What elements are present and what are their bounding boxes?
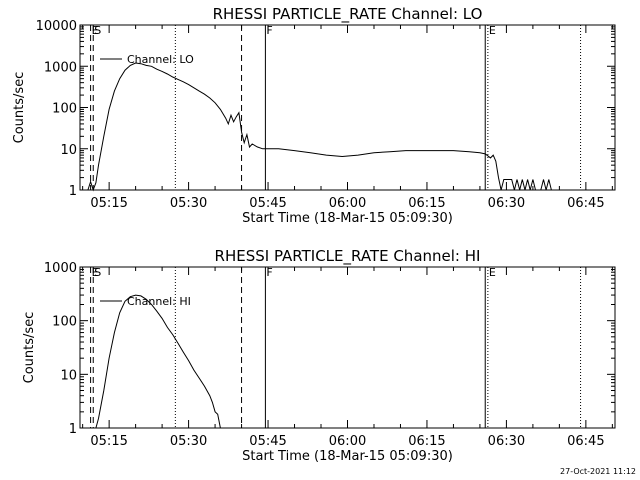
event-marker-label: E — [489, 266, 496, 279]
y-tick-label: 100 — [52, 102, 77, 117]
x-tick-label: 05:45 — [249, 196, 286, 211]
event-marker-label: E — [489, 24, 496, 37]
x-tick-label: 05:15 — [90, 434, 127, 449]
x-tick-label: 06:45 — [567, 434, 604, 449]
event-marker-label: S — [94, 266, 101, 279]
series-line — [95, 294, 221, 429]
x-tick-label: 05:30 — [170, 434, 207, 449]
y-tick-label: 1 — [69, 184, 77, 199]
plot-frame — [79, 24, 616, 191]
chart-title: RHESSI PARTICLE_RATE Channel: HI — [215, 247, 481, 266]
event-marker-label: S — [94, 24, 101, 37]
x-axis-label: Start Time (18-Mar-15 05:09:30) — [242, 449, 453, 464]
y-tick-label: 100 — [52, 315, 77, 330]
y-tick-label: 10 — [60, 143, 77, 158]
chart-channel-lo: RHESSI PARTICLE_RATE Channel: LO 1 10 100 10… — [12, 5, 616, 226]
chart-channel-hi: RHESSI PARTICLE_RATE Channel: HI 1 10 100 10… — [22, 247, 616, 464]
event-marker-label: E — [92, 24, 99, 37]
x-tick-label: 06:15 — [408, 196, 445, 211]
x-tick-label: 06:15 — [408, 434, 445, 449]
legend-label: Channel: HI — [127, 295, 191, 308]
x-tick-label: 06:30 — [488, 434, 525, 449]
x-tick-label: 05:15 — [90, 196, 127, 211]
x-tick-label: 06:00 — [329, 434, 366, 449]
plot-frame — [79, 266, 616, 429]
x-tick-label: 06:45 — [567, 196, 604, 211]
event-marker-label: F — [266, 24, 272, 37]
legend-label: Channel: LO — [127, 53, 194, 66]
event-marker-label: F — [266, 266, 272, 279]
x-axis-label: Start Time (18-Mar-15 05:09:30) — [242, 211, 453, 226]
series-line — [87, 62, 552, 192]
y-tick-label: 10000 — [36, 19, 77, 34]
y-tick-label: 1000 — [44, 60, 77, 75]
y-tick-label: 1000 — [44, 261, 77, 276]
x-tick-label: 06:30 — [488, 196, 525, 211]
x-tick-label: 06:00 — [329, 196, 366, 211]
y-tick-label: 1 — [69, 422, 77, 437]
y-axis-label: Counts/sec — [12, 72, 27, 144]
y-tick-label: 10 — [60, 368, 77, 383]
x-tick-label: 05:30 — [170, 196, 207, 211]
x-tick-label: 05:45 — [249, 434, 286, 449]
y-axis-label: Counts/sec — [22, 312, 37, 384]
footer-timestamp: 27-Oct-2021 11:12 — [560, 467, 636, 476]
event-marker-label: E — [92, 266, 99, 279]
chart-title: RHESSI PARTICLE_RATE Channel: LO — [213, 5, 483, 24]
